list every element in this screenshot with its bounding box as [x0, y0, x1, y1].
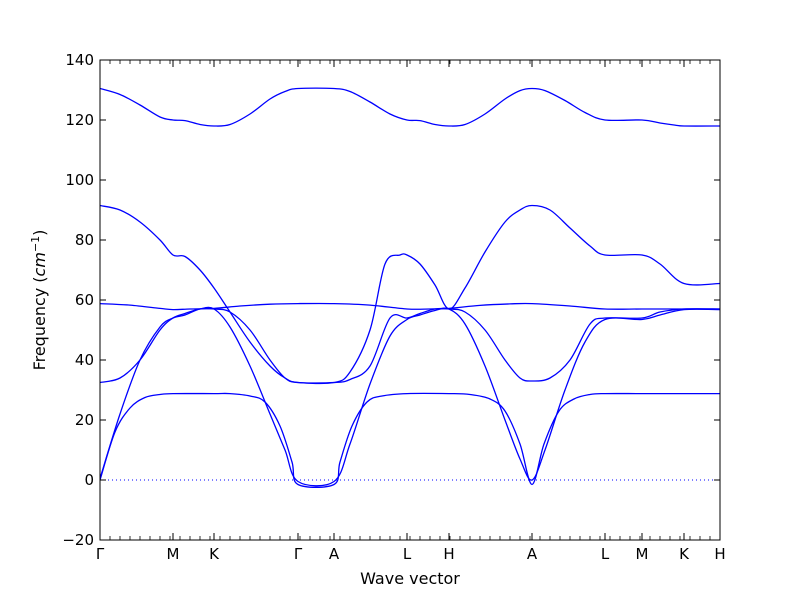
y-tick-label: 20: [75, 411, 94, 429]
band-line-3: [100, 204, 720, 385]
band-line-5: [100, 306, 720, 487]
y-tick-label: −20: [62, 531, 94, 549]
x-tick-label: A: [527, 545, 538, 563]
y-axis-label-unit: cm: [30, 252, 49, 276]
x-tick-label: M: [636, 545, 649, 563]
y-tick-label: 40: [75, 351, 94, 369]
x-tick-label: Γ: [294, 545, 303, 563]
x-axis-label: Wave vector: [360, 569, 460, 588]
x-tick-label: Γ: [96, 545, 105, 563]
x-tick-label: K: [679, 545, 690, 563]
plot-area: [100, 87, 720, 488]
y-tick-label: 120: [65, 111, 94, 129]
band-line-6: [100, 392, 720, 488]
x-tick-label: L: [403, 545, 412, 563]
y-axis-label: Frequency (cm−1): [29, 230, 49, 371]
x-tick-label: A: [329, 545, 340, 563]
y-tick-label: 140: [65, 51, 94, 69]
x-tick-label: H: [714, 545, 725, 563]
y-tick-label: 0: [84, 471, 94, 489]
y-tick-label: 60: [75, 291, 94, 309]
x-tick-label: L: [601, 545, 610, 563]
y-axis-label-unit-exp: −1: [29, 236, 42, 252]
plot-frame: [99, 59, 721, 541]
band-line-4: [100, 302, 720, 311]
x-tick-label: K: [209, 545, 220, 563]
y-tick-label: 100: [65, 171, 94, 189]
x-tick-label: H: [443, 545, 454, 563]
band-line-1: [100, 87, 720, 127]
y-axis-label-text: Frequency: [30, 288, 49, 371]
x-tick-label: M: [167, 545, 180, 563]
y-tick-label: 80: [75, 231, 94, 249]
axes: −20 0 20 40 60 80 100 120 140 Γ M K Γ A L H A L M K H: [62, 51, 725, 563]
band-line-2: [100, 204, 720, 384]
